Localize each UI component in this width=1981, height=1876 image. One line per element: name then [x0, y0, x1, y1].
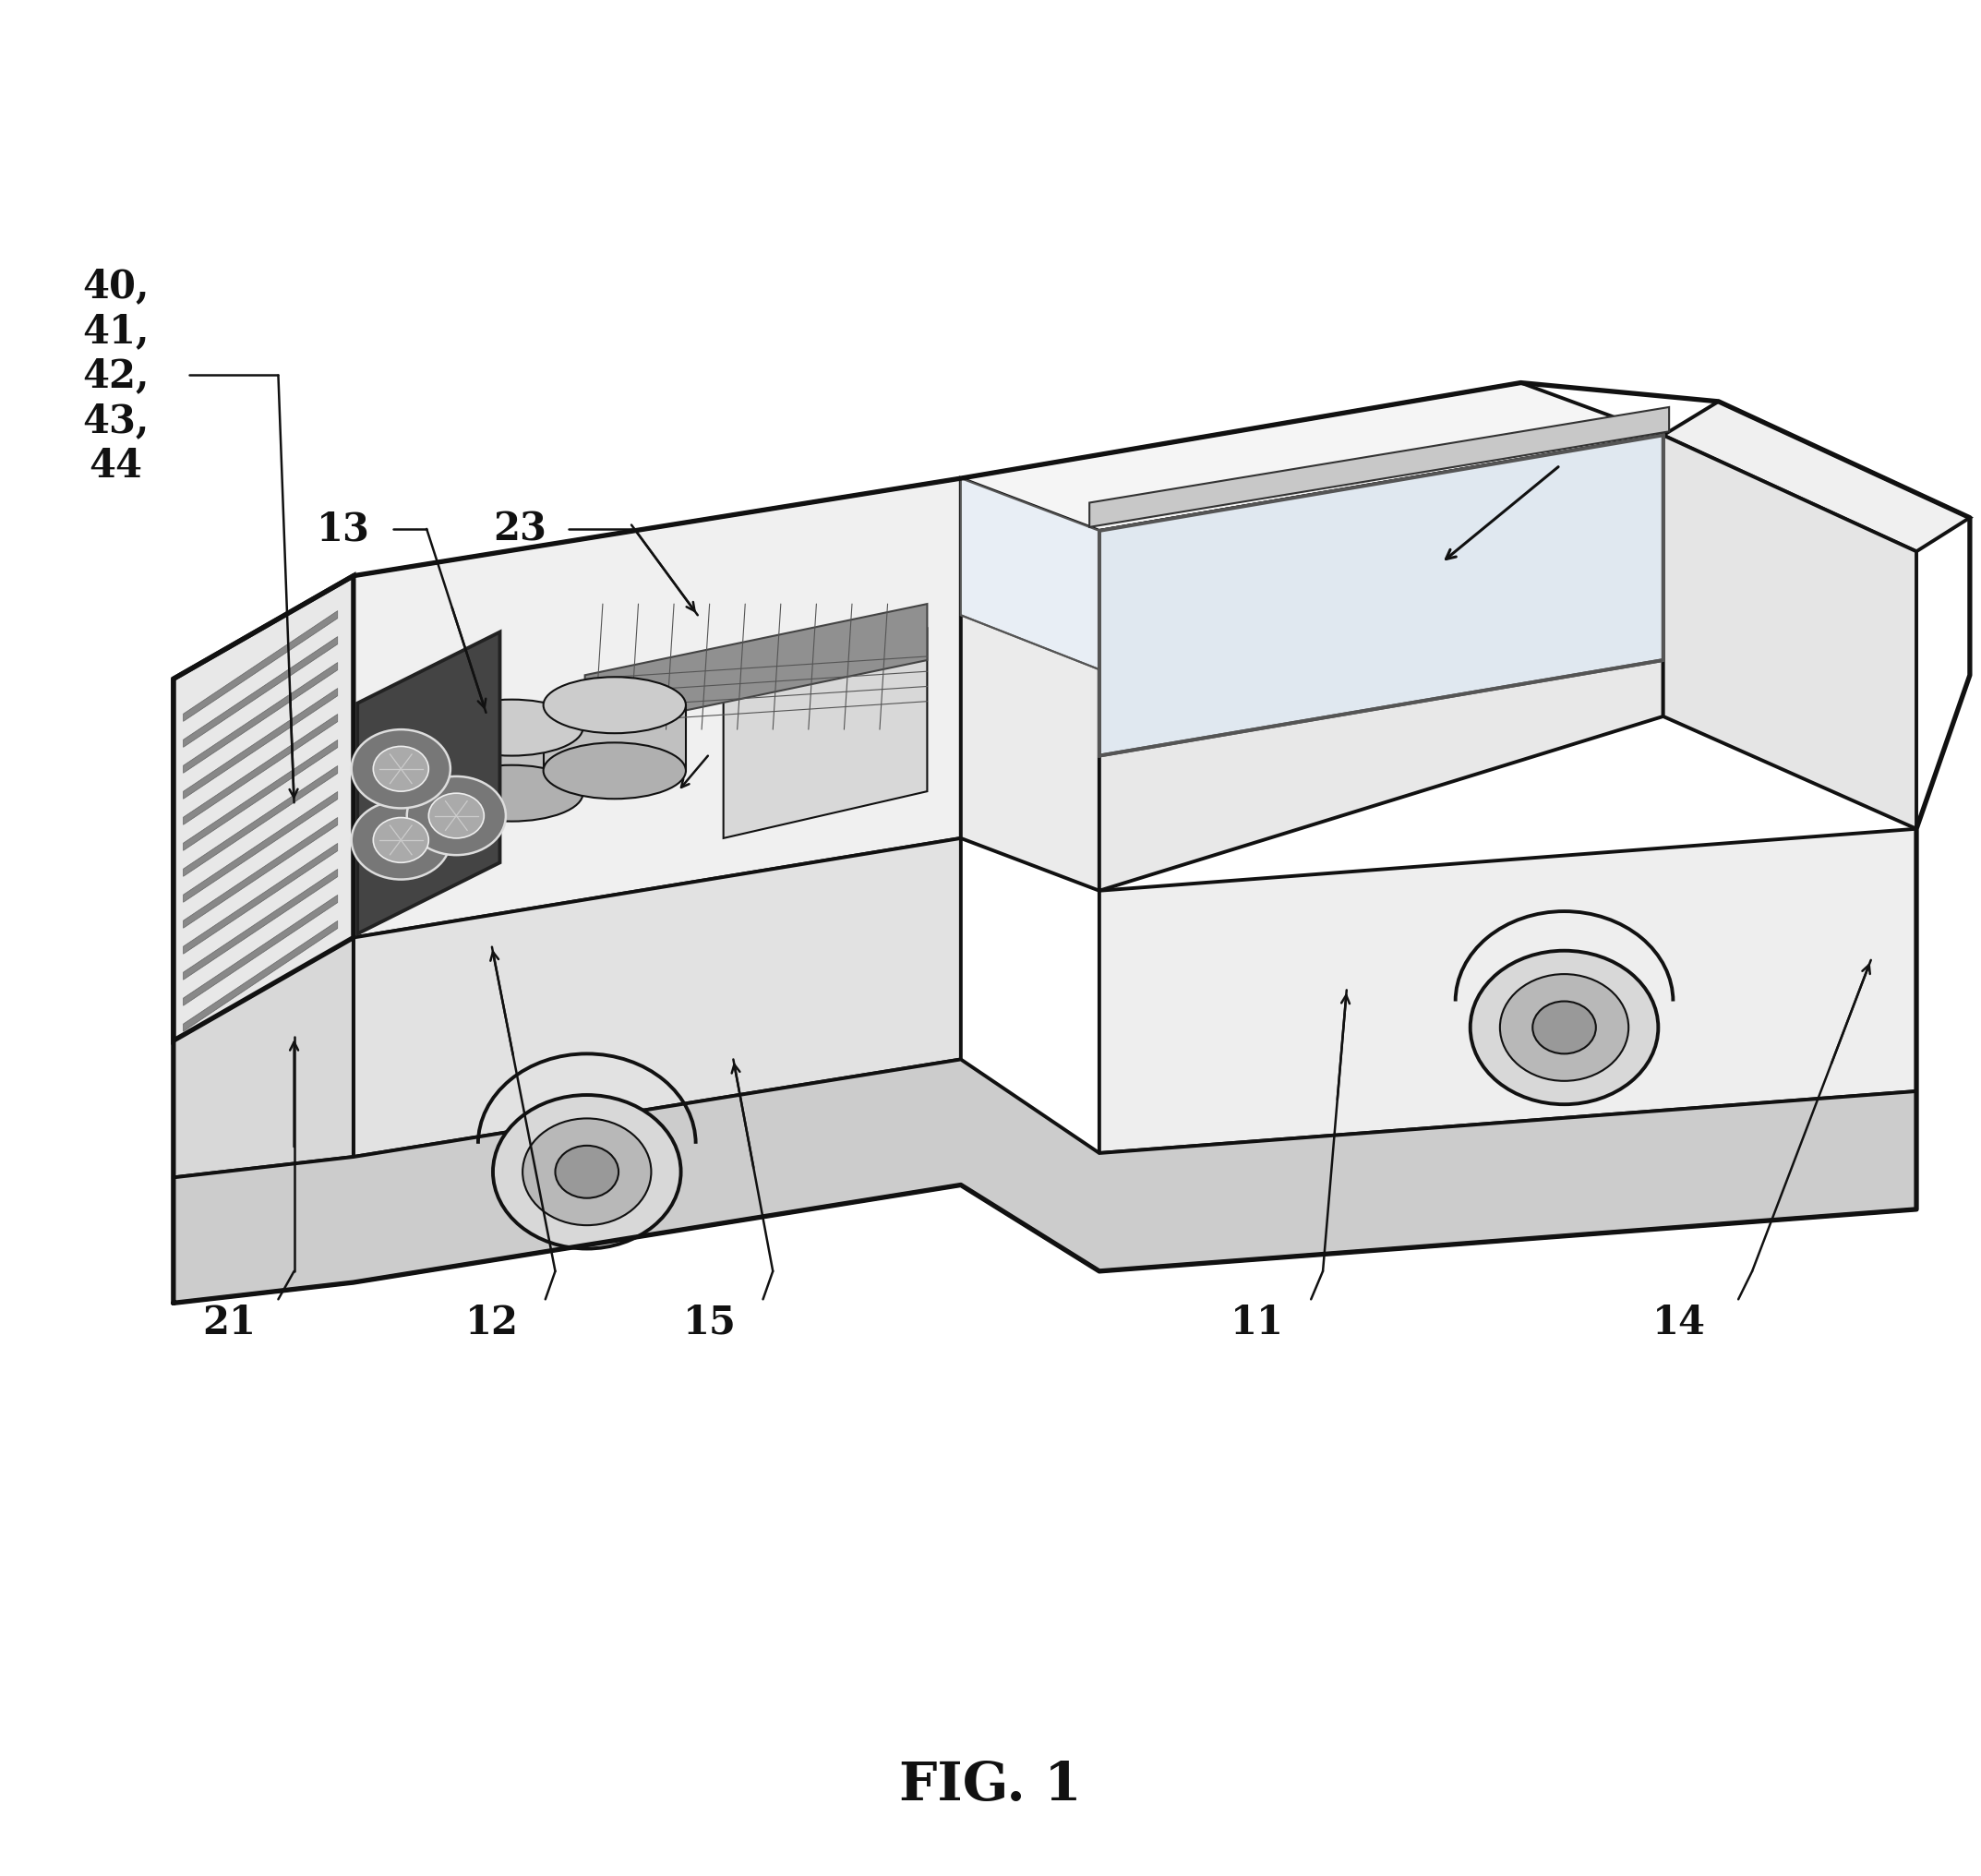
- Ellipse shape: [372, 747, 428, 792]
- Polygon shape: [543, 705, 685, 771]
- Text: 13: 13: [317, 510, 370, 550]
- Polygon shape: [353, 478, 961, 938]
- Polygon shape: [1090, 407, 1670, 527]
- Text: 15: 15: [683, 1302, 737, 1341]
- Text: 23: 23: [493, 510, 547, 550]
- Ellipse shape: [428, 794, 483, 839]
- Polygon shape: [184, 741, 337, 852]
- Polygon shape: [1099, 829, 1916, 1154]
- Polygon shape: [184, 870, 337, 981]
- Ellipse shape: [543, 743, 685, 799]
- Polygon shape: [584, 604, 927, 732]
- Text: 40,
41,
42,
43,
44: 40, 41, 42, 43, 44: [83, 266, 149, 486]
- Text: 11: 11: [1230, 1302, 1284, 1341]
- Polygon shape: [174, 1060, 1916, 1304]
- Ellipse shape: [351, 730, 450, 809]
- Ellipse shape: [1470, 951, 1658, 1105]
- Ellipse shape: [351, 801, 450, 880]
- Text: 14: 14: [1652, 1302, 1706, 1341]
- Polygon shape: [961, 383, 1664, 531]
- Polygon shape: [184, 792, 337, 902]
- Polygon shape: [184, 895, 337, 1006]
- Polygon shape: [353, 839, 961, 1157]
- Ellipse shape: [406, 777, 505, 855]
- Polygon shape: [961, 478, 1099, 670]
- Polygon shape: [184, 767, 337, 876]
- Polygon shape: [961, 478, 1099, 891]
- Ellipse shape: [440, 700, 582, 756]
- Text: FIG. 1: FIG. 1: [899, 1760, 1082, 1810]
- Ellipse shape: [1500, 974, 1628, 1081]
- Polygon shape: [184, 818, 337, 929]
- Ellipse shape: [555, 1146, 618, 1199]
- Polygon shape: [1099, 435, 1664, 891]
- Polygon shape: [184, 612, 337, 722]
- Polygon shape: [1664, 401, 1969, 552]
- Text: 12: 12: [466, 1302, 519, 1341]
- Polygon shape: [184, 688, 337, 799]
- Polygon shape: [440, 728, 582, 794]
- Polygon shape: [1664, 435, 1916, 829]
- Ellipse shape: [1533, 1002, 1597, 1054]
- Ellipse shape: [493, 1096, 681, 1249]
- Text: 21: 21: [202, 1302, 256, 1341]
- Polygon shape: [174, 938, 353, 1178]
- Polygon shape: [357, 632, 499, 934]
- Polygon shape: [723, 628, 927, 839]
- Ellipse shape: [440, 765, 582, 822]
- Polygon shape: [1099, 435, 1664, 756]
- Polygon shape: [174, 576, 353, 1041]
- Ellipse shape: [523, 1118, 652, 1225]
- Ellipse shape: [372, 818, 428, 863]
- Polygon shape: [184, 662, 337, 773]
- Ellipse shape: [543, 677, 685, 734]
- Polygon shape: [184, 844, 337, 955]
- Polygon shape: [184, 638, 337, 749]
- Polygon shape: [184, 715, 337, 825]
- Polygon shape: [184, 921, 337, 1032]
